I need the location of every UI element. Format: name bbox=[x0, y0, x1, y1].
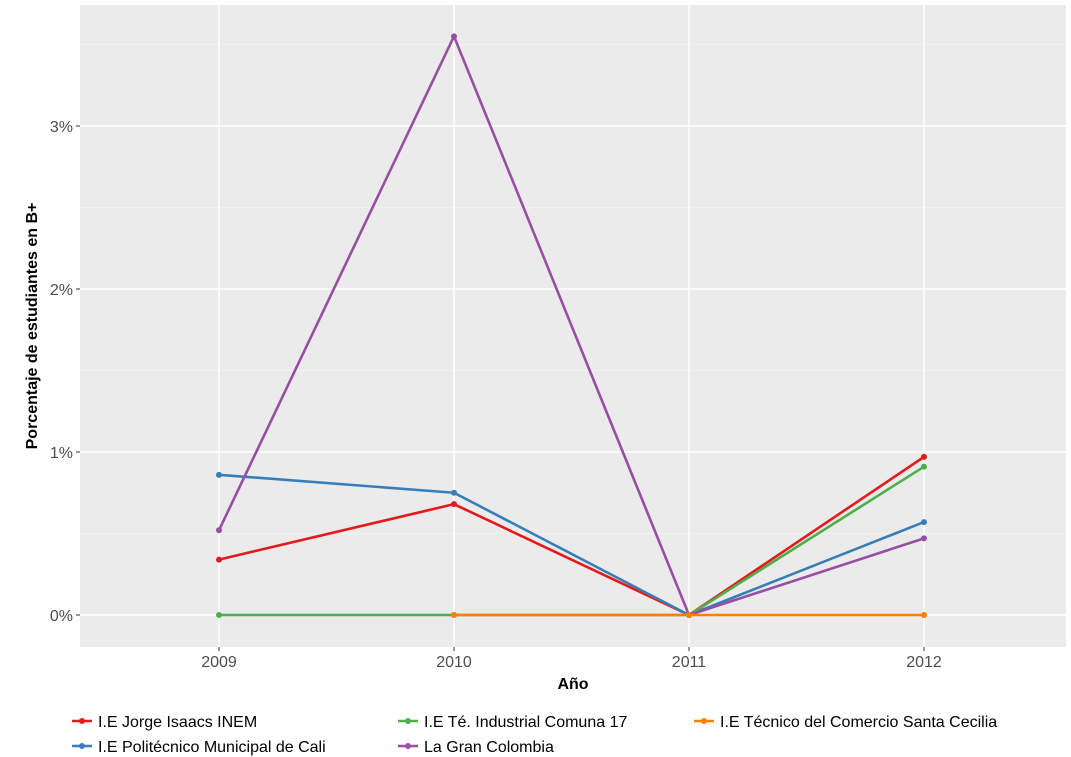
legend-swatch-point bbox=[79, 743, 85, 749]
legend-swatch-point bbox=[405, 718, 411, 724]
series-4 bbox=[451, 612, 927, 618]
legend-swatch-point bbox=[701, 718, 707, 724]
legend-item: La Gran Colombia bbox=[398, 739, 554, 756]
data-point bbox=[921, 463, 927, 470]
legend-swatch-point bbox=[79, 718, 85, 724]
series-1 bbox=[216, 471, 927, 618]
series-3 bbox=[216, 33, 927, 618]
x-tick-label: 2009 bbox=[201, 654, 237, 671]
data-point bbox=[921, 612, 927, 618]
data-point bbox=[451, 489, 457, 496]
series-layer bbox=[216, 33, 927, 618]
legend-label: I.E Jorge Isaacs INEM bbox=[98, 714, 257, 731]
data-point bbox=[921, 453, 927, 460]
data-point bbox=[451, 612, 457, 618]
legend-swatch-point bbox=[405, 743, 411, 749]
series-line bbox=[217, 35, 925, 617]
data-point bbox=[216, 471, 222, 478]
legend-item: I.E Jorge Isaacs INEM bbox=[72, 714, 257, 731]
data-point bbox=[451, 501, 457, 508]
data-point bbox=[216, 556, 222, 563]
legend-label: I.E Politécnico Municipal de Cali bbox=[98, 739, 326, 756]
legend-label: I.E Té. Industrial Comuna 17 bbox=[424, 714, 627, 731]
legend-item: I.E Té. Industrial Comuna 17 bbox=[398, 714, 627, 731]
minor-gridlines bbox=[80, 44, 1066, 534]
x-tick-label: 2010 bbox=[436, 654, 472, 671]
x-tick-label: 2012 bbox=[906, 654, 942, 671]
y-axis-title: Porcentaje de estudiantes en B+ bbox=[24, 203, 41, 450]
legend-label: La Gran Colombia bbox=[424, 739, 554, 756]
y-tick-label: 2% bbox=[50, 282, 73, 299]
data-point bbox=[216, 612, 222, 618]
x-axis-title: Año bbox=[557, 676, 588, 693]
legend-item: I.E Politécnico Municipal de Cali bbox=[72, 739, 326, 756]
y-tick-label: 1% bbox=[50, 445, 73, 462]
legend-label: I.E Técnico del Comercio Santa Cecilia bbox=[720, 714, 997, 731]
data-point bbox=[921, 535, 927, 542]
y-tick-label: 0% bbox=[50, 608, 73, 625]
y-tick-label: 3% bbox=[50, 119, 73, 136]
data-point bbox=[921, 519, 927, 526]
series-line bbox=[218, 473, 925, 617]
major-gridlines bbox=[80, 5, 1066, 647]
x-tick-label: 2011 bbox=[672, 654, 707, 671]
legend-item: I.E Técnico del Comercio Santa Cecilia bbox=[694, 714, 997, 731]
data-point bbox=[451, 33, 457, 40]
y-axis: 0% 1% 2% 3% bbox=[50, 119, 80, 625]
data-point bbox=[686, 612, 692, 618]
legend: I.E Jorge Isaacs INEM I.E Politécnico Mun… bbox=[72, 714, 997, 756]
data-point bbox=[216, 527, 222, 534]
x-axis: 2009 2010 2011 2012 bbox=[201, 647, 942, 671]
series-line bbox=[218, 455, 925, 617]
